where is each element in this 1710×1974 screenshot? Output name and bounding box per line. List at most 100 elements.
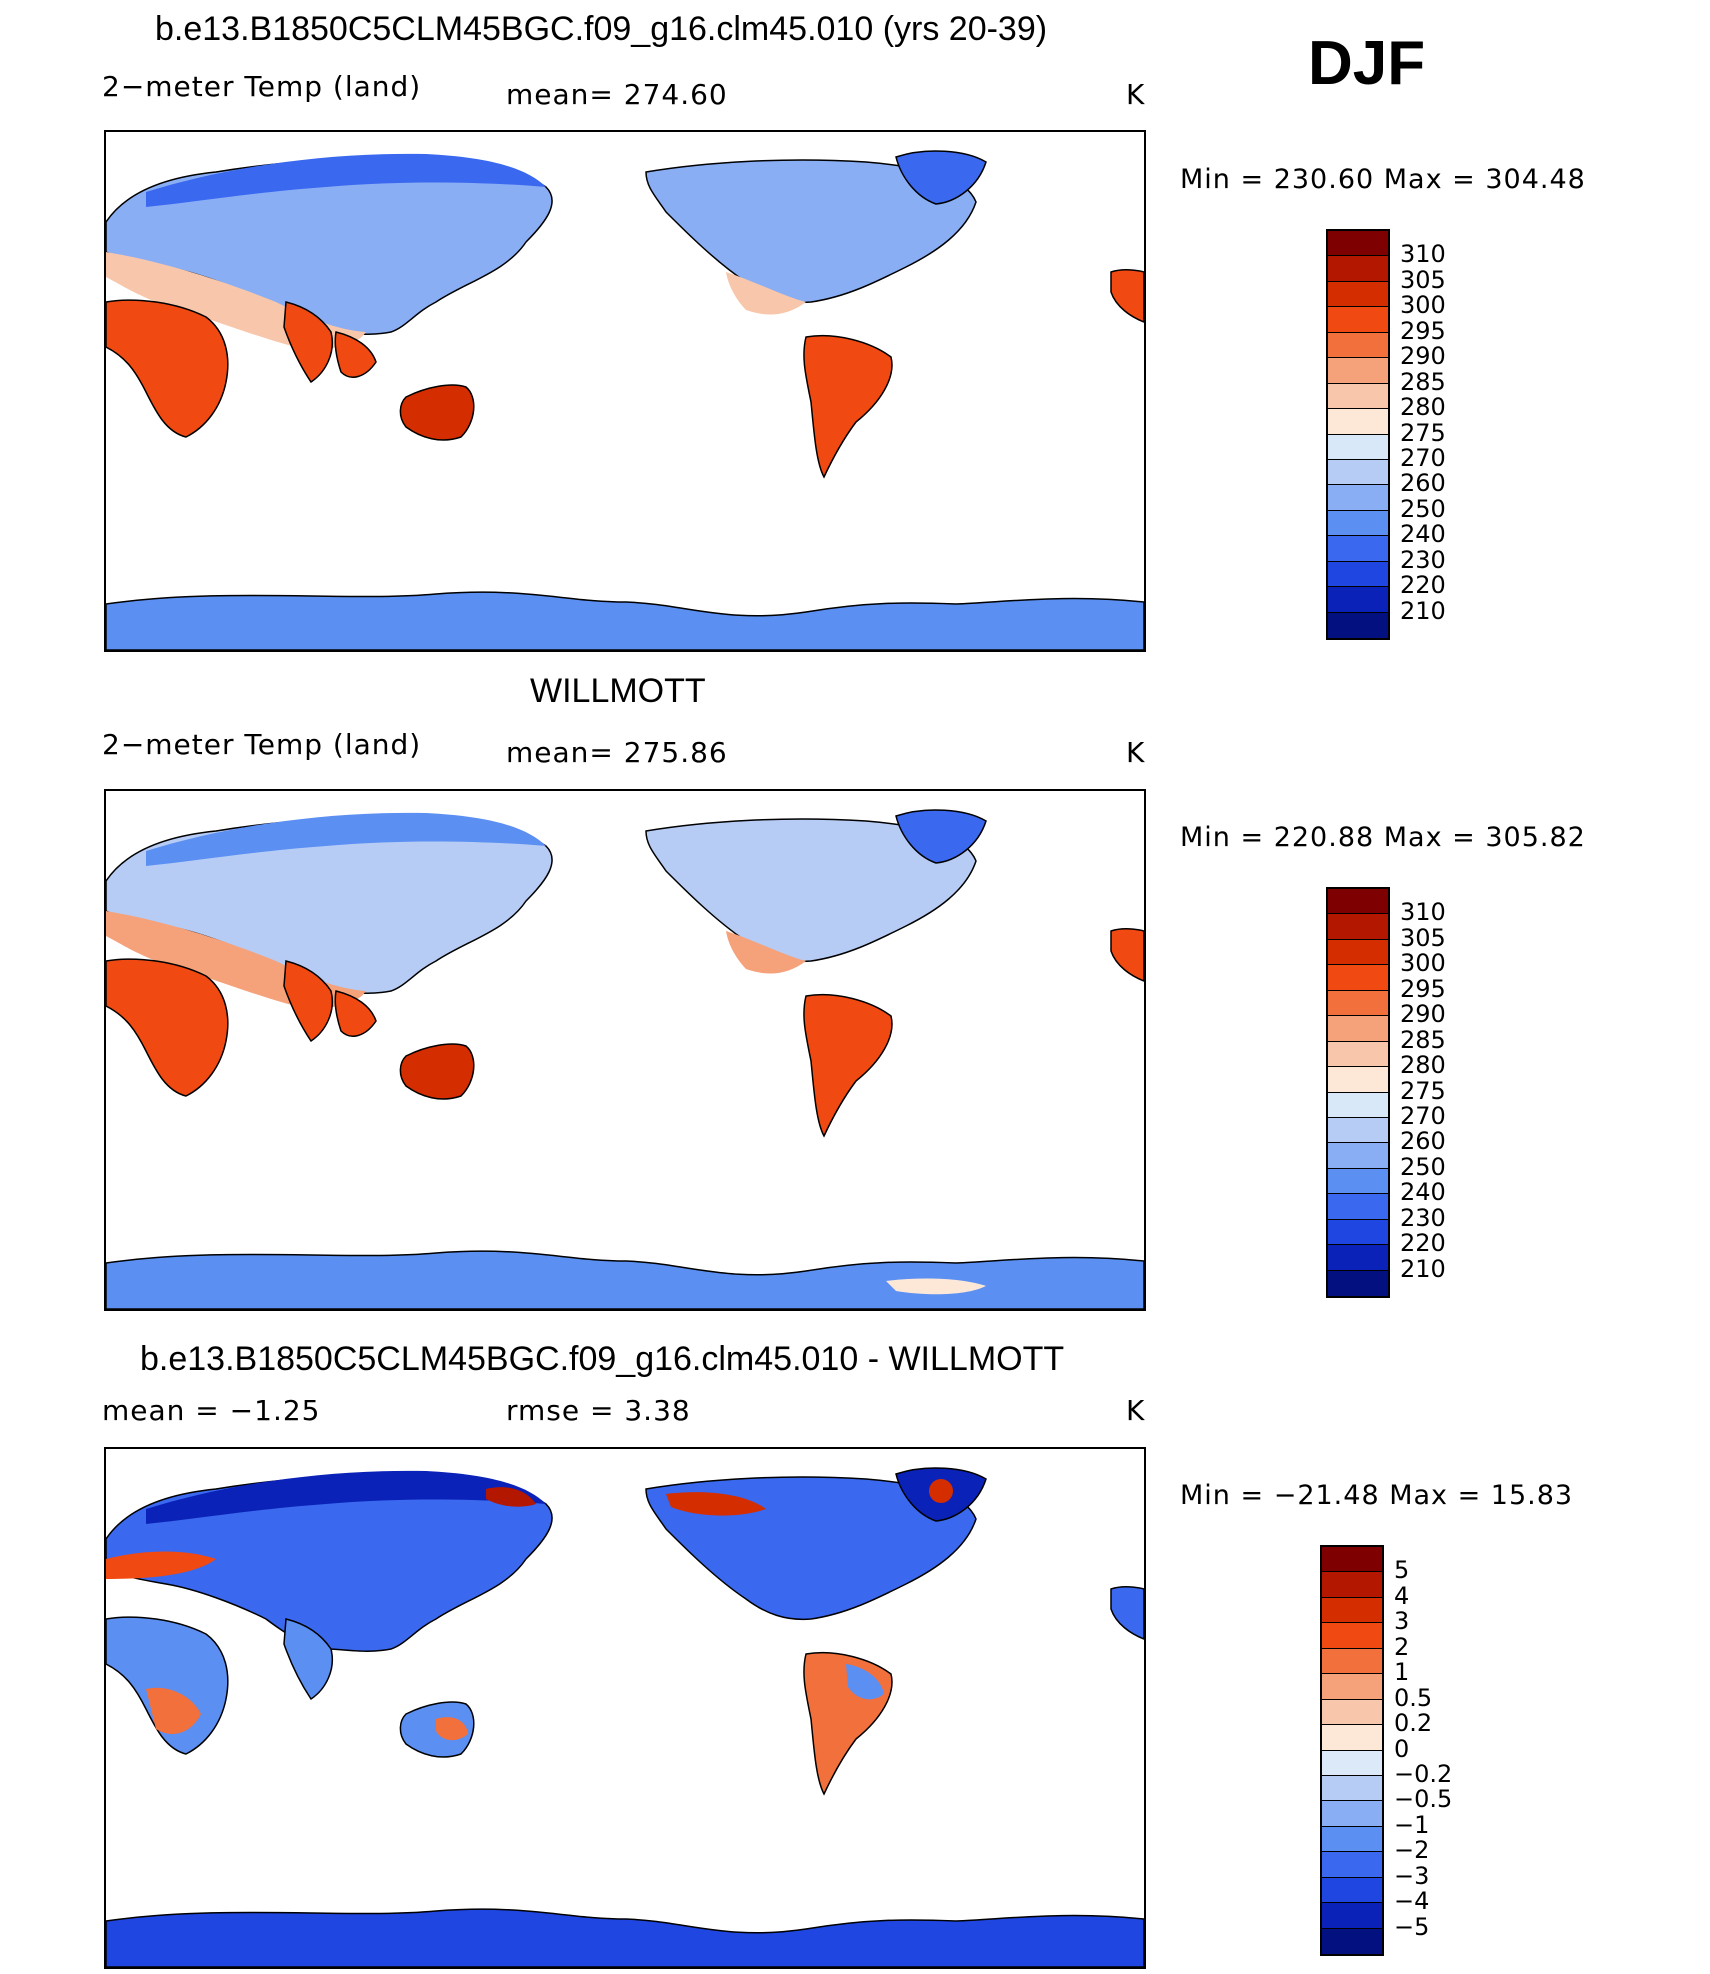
- europe-warm: [106, 1551, 216, 1579]
- colorbar-box: [1328, 1117, 1388, 1144]
- colorbar-box: [1322, 1547, 1382, 1573]
- colorbar-tick-label: 220: [1400, 571, 1446, 600]
- north-america: [645, 159, 977, 304]
- colorbar-tick-label: 285: [1400, 367, 1446, 396]
- greenland: [895, 150, 987, 205]
- colorbar-tick-label: −0.2: [1394, 1759, 1453, 1788]
- colorbar-tick-label: 260: [1400, 469, 1446, 498]
- australia-warm: [436, 1717, 468, 1741]
- colorbar-box: [1322, 1674, 1382, 1700]
- panel-1-title: b.e13.B1850C5CLM45BGC.f09_g16.clm45.010 …: [155, 10, 1048, 48]
- colorbar-tick-label: 210: [1400, 596, 1446, 625]
- colorbar-tick-label: 3: [1394, 1607, 1410, 1636]
- alaska-warm: [666, 1492, 766, 1516]
- panel-1-units-label: K: [1126, 78, 1146, 111]
- panel-2-colorbar-labels: 310 305 300 295 290 285 280 275 270 260 250 240 230 2…: [1400, 887, 1480, 1294]
- panel-1-mean-label: mean= 274.60: [506, 78, 728, 111]
- colorbar-box: [1322, 1597, 1382, 1624]
- africa: [106, 958, 229, 1097]
- colorbar-box: [1322, 1699, 1382, 1726]
- greenland-warm-spot: [929, 1479, 953, 1503]
- panel-2-mean-label: mean= 275.86: [506, 736, 728, 769]
- colorbar-box: [1328, 383, 1388, 410]
- colorbar-tick-label: 270: [1400, 443, 1446, 472]
- south-america: [803, 993, 893, 1138]
- colorbar-tick-label: 295: [1400, 316, 1446, 345]
- siberia-warm: [486, 1487, 536, 1507]
- colorbar-box: [1328, 939, 1388, 966]
- colorbar-tick-label: −0.5: [1394, 1785, 1453, 1814]
- panel-2-units-label: K: [1126, 736, 1146, 769]
- panel-1-colorbar: [1326, 229, 1390, 640]
- se-asia: [334, 331, 377, 378]
- colorbar-tick-label: 2: [1394, 1632, 1410, 1661]
- colorbar-box: [1322, 1928, 1382, 1954]
- colorbar-tick-label: 220: [1400, 1229, 1446, 1258]
- colorbar-tick-label: 300: [1400, 291, 1446, 320]
- north-america-south: [726, 272, 806, 315]
- colorbar-box: [1328, 1168, 1388, 1195]
- australia: [399, 384, 475, 441]
- colorbar-box: [1328, 561, 1388, 588]
- colorbar-tick-label: 270: [1400, 1101, 1446, 1130]
- africa-east-edge: [1110, 928, 1144, 982]
- colorbar-tick-label: 260: [1400, 1127, 1446, 1156]
- season-label: DJF: [1308, 29, 1426, 98]
- colorbar-box: [1322, 1623, 1382, 1649]
- colorbar-box: [1322, 1877, 1382, 1904]
- colorbar-tick-label: −2: [1394, 1836, 1430, 1865]
- colorbar-box: [1328, 587, 1388, 613]
- antarctica: [106, 1908, 1144, 1967]
- panel-2-map: [104, 789, 1146, 1311]
- eurasia-north: [146, 1470, 546, 1524]
- india: [283, 1618, 333, 1701]
- colorbar-tick-label: 0.5: [1394, 1683, 1433, 1712]
- colorbar-box: [1328, 612, 1388, 638]
- panel-2-map-svg: [106, 809, 1144, 1309]
- colorbar-box: [1328, 1219, 1388, 1246]
- panel-3-mean-label: mean = −1.25: [102, 1394, 321, 1427]
- colorbar-box: [1322, 1572, 1382, 1598]
- colorbar-tick-label: −1: [1394, 1810, 1430, 1839]
- north-america: [645, 818, 977, 963]
- panel-3-map: [104, 1447, 1146, 1969]
- colorbar-box: [1328, 256, 1388, 282]
- colorbar-tick-label: 275: [1400, 418, 1446, 447]
- colorbar-box: [1322, 1775, 1382, 1802]
- panel-1-minmax: Min = 230.60 Max = 304.48: [1180, 164, 1586, 195]
- panel-1-map-svg: [106, 150, 1144, 650]
- colorbar-tick-label: 0.2: [1394, 1709, 1433, 1738]
- panel-3-units-label: K: [1126, 1394, 1146, 1427]
- colorbar-box: [1322, 1826, 1382, 1853]
- colorbar-box: [1328, 485, 1388, 511]
- panel-1-variable-label: 2−meter Temp (land): [102, 70, 422, 103]
- se-asia: [334, 990, 377, 1037]
- greenland: [895, 809, 987, 864]
- colorbar-box: [1322, 1903, 1382, 1929]
- colorbar-box: [1322, 1750, 1382, 1776]
- colorbar-box: [1322, 1852, 1382, 1878]
- colorbar-box: [1322, 1725, 1382, 1751]
- colorbar-tick-label: 240: [1400, 520, 1446, 549]
- south-america-cool: [846, 1664, 884, 1700]
- colorbar-box: [1328, 358, 1388, 384]
- colorbar-tick-label: 240: [1400, 1178, 1446, 1207]
- colorbar-box: [1328, 434, 1388, 460]
- colorbar-box: [1328, 536, 1388, 562]
- colorbar-box: [1328, 1270, 1388, 1296]
- colorbar-box: [1328, 889, 1388, 915]
- colorbar-box: [1328, 1067, 1388, 1093]
- south-america: [803, 334, 893, 479]
- panel-3-minmax: Min = −21.48 Max = 15.83: [1180, 1480, 1574, 1511]
- colorbar-box: [1328, 510, 1388, 537]
- colorbar-tick-label: −3: [1394, 1861, 1430, 1890]
- colorbar-box: [1322, 1648, 1382, 1675]
- africa-warm: [146, 1687, 201, 1734]
- colorbar-box: [1328, 1245, 1388, 1271]
- north-america-south: [726, 931, 806, 974]
- colorbar-box: [1328, 231, 1388, 257]
- colorbar-tick-label: 250: [1400, 1152, 1446, 1181]
- colorbar-tick-label: 290: [1400, 1000, 1446, 1029]
- colorbar-tick-label: 5: [1394, 1556, 1410, 1585]
- colorbar-box: [1328, 281, 1388, 308]
